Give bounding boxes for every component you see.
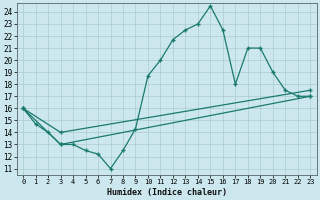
X-axis label: Humidex (Indice chaleur): Humidex (Indice chaleur) bbox=[107, 188, 227, 197]
